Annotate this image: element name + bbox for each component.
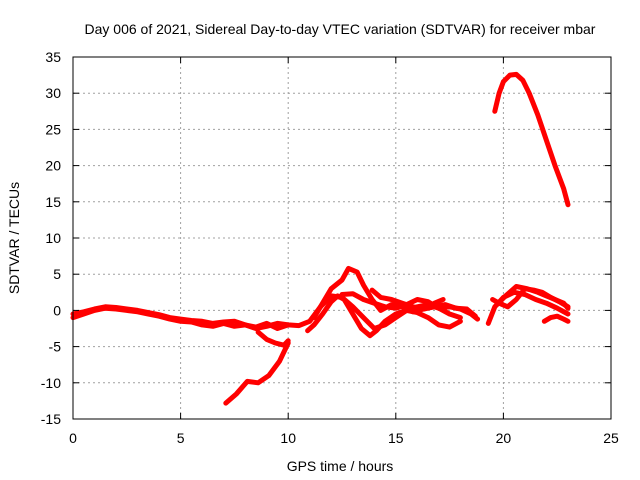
y-tick-label: 20 <box>45 158 61 174</box>
y-tick-label: 35 <box>45 49 61 65</box>
grid-layer <box>73 57 611 419</box>
plot-frame <box>72 56 612 420</box>
chart-title: Day 006 of 2021, Sidereal Day-to-day VTE… <box>85 21 596 37</box>
series-arc-11 <box>494 284 571 311</box>
y-tick-label: 0 <box>53 302 61 318</box>
y-tick-label: -5 <box>49 339 62 355</box>
y-axis-label: SDTVAR / TECUs <box>6 182 22 294</box>
series-arc-5 <box>305 293 463 339</box>
series-arc-3 <box>223 340 291 406</box>
y-tick-label: 30 <box>45 85 61 101</box>
x-tick-label: 15 <box>388 430 404 446</box>
y-tick-label: 15 <box>45 194 61 210</box>
x-tick-label: 25 <box>603 430 619 446</box>
axis-layer: 0 5 10 15 20 25 -15 -10 -5 0 5 10 15 20 25 30 35 <box>41 49 619 446</box>
series-arc-4 <box>255 329 291 348</box>
x-tick-label: 5 <box>177 430 185 446</box>
series-arc-13 <box>492 71 571 208</box>
x-tick-label: 10 <box>280 430 296 446</box>
x-tick-label: 0 <box>69 430 77 446</box>
y-tick-label: 10 <box>45 230 61 246</box>
y-tick-label: 5 <box>53 266 61 282</box>
y-tick-label: -10 <box>41 375 61 391</box>
y-tick-label: -15 <box>41 411 61 427</box>
series-arc-12 <box>541 313 571 324</box>
series-arc-8 <box>369 287 478 319</box>
series-layer <box>70 71 571 406</box>
y-tick-label: 25 <box>45 121 61 137</box>
x-axis-label: GPS time / hours <box>287 458 394 474</box>
series-arc-2 <box>70 304 291 331</box>
x-tick-label: 20 <box>496 430 512 446</box>
